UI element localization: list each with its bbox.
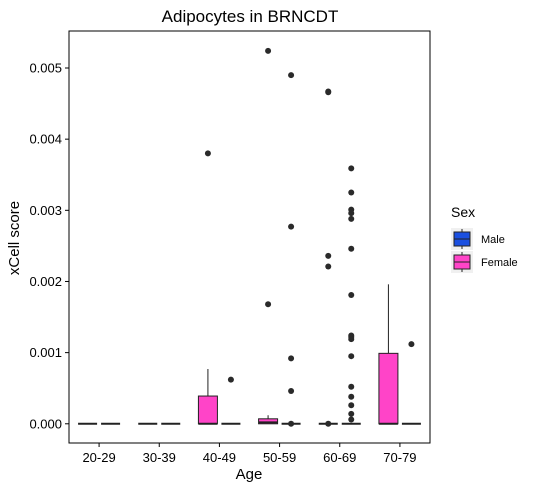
y-tick-label: 0.003: [29, 203, 62, 218]
outlier-point: [227, 376, 234, 383]
legend: Sex Male Female: [451, 204, 518, 273]
legend-item-female: Female: [451, 251, 518, 273]
outlier-point: [325, 263, 332, 270]
outlier-point: [348, 336, 355, 343]
outlier-point: [325, 420, 332, 427]
outlier-point: [325, 252, 332, 259]
x-tick-label: 50-59: [263, 450, 296, 465]
y-tick-label: 0.002: [29, 274, 62, 289]
outlier-point: [265, 47, 272, 54]
legend-label: Male: [481, 234, 505, 246]
y-axis: 0.000 0.001 0.002 0.003 0.004 0.005: [29, 61, 69, 431]
outlier-point: [348, 353, 355, 360]
outlier-point: [288, 420, 295, 427]
y-tick-label: 0.005: [29, 61, 62, 76]
outlier-point: [348, 410, 355, 417]
outlier-point: [408, 341, 415, 348]
outlier-point: [348, 393, 355, 400]
x-tick-label: 60-69: [323, 450, 356, 465]
x-tick-label: 40-49: [203, 450, 236, 465]
box: [258, 418, 279, 425]
outlier-point: [204, 150, 211, 157]
panel-border: [68, 30, 431, 444]
y-tick-label: 0.000: [29, 416, 62, 431]
y-axis-title: xCell score: [6, 201, 23, 275]
outlier-point: [265, 301, 272, 308]
outlier-point: [325, 89, 332, 96]
outlier-point: [288, 355, 295, 362]
x-tick-label: 70-79: [383, 450, 416, 465]
y-tick-label: 0.001: [29, 345, 62, 360]
box: [378, 352, 399, 425]
legend-title: Sex: [451, 204, 475, 220]
box-marks: [78, 47, 421, 427]
outlier-point: [348, 189, 355, 196]
outlier-point: [348, 165, 355, 172]
outlier-point: [348, 291, 355, 298]
x-axis-title: Age: [236, 466, 263, 483]
outlier-point: [348, 402, 355, 409]
outlier-point: [288, 72, 295, 79]
y-tick-label: 0.004: [29, 132, 62, 147]
legend-item-male: Male: [451, 228, 505, 250]
legend-label: Female: [481, 257, 518, 269]
outlier-point: [288, 388, 295, 395]
outlier-point: [348, 245, 355, 252]
plot-panel: [68, 30, 431, 444]
series-male: [101, 72, 421, 427]
x-tick-label: 20-29: [82, 450, 115, 465]
chart-title: Adipocytes in BRNCDT: [162, 7, 339, 26]
outlier-point: [348, 383, 355, 390]
x-axis: 20-29 30-39 40-49 50-59 60-69 70-79: [82, 443, 417, 465]
x-tick-label: 30-39: [143, 450, 176, 465]
outlier-point: [348, 210, 355, 217]
outlier-point: [288, 223, 295, 230]
outlier-point: [348, 416, 355, 423]
box: [197, 395, 218, 425]
series-female: [78, 47, 399, 427]
outlier-point: [348, 215, 355, 222]
